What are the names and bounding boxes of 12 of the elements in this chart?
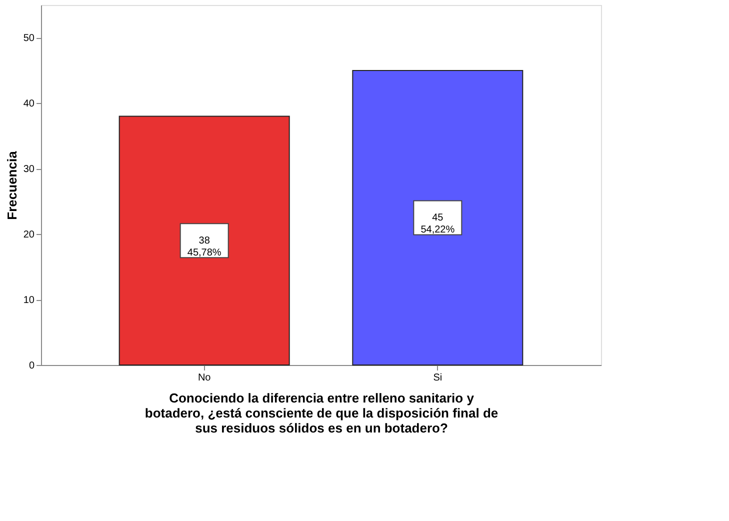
y-axis-title: Frecuencia [4,150,20,220]
x-tick-label: Si [433,372,442,384]
y-tick-label: 40 [23,98,35,110]
data-label: 38 45,78% [187,236,222,259]
y-tick-label: 30 [23,164,35,176]
y-tick-label: 0 [28,360,35,372]
data-label: 45 54,22% [420,212,455,236]
y-tick-label: 20 [23,230,35,241]
x-axis-title: Conociendo la diferencia entre relleno sanitario y botadero, ¿está consciente de que la disposición final de sus residuos sólidos es en un botadero? [144,390,498,436]
y-tick-label: 50 [23,33,35,44]
y-tick-label: 10 [23,295,35,306]
x-tick-label: No [198,372,212,384]
